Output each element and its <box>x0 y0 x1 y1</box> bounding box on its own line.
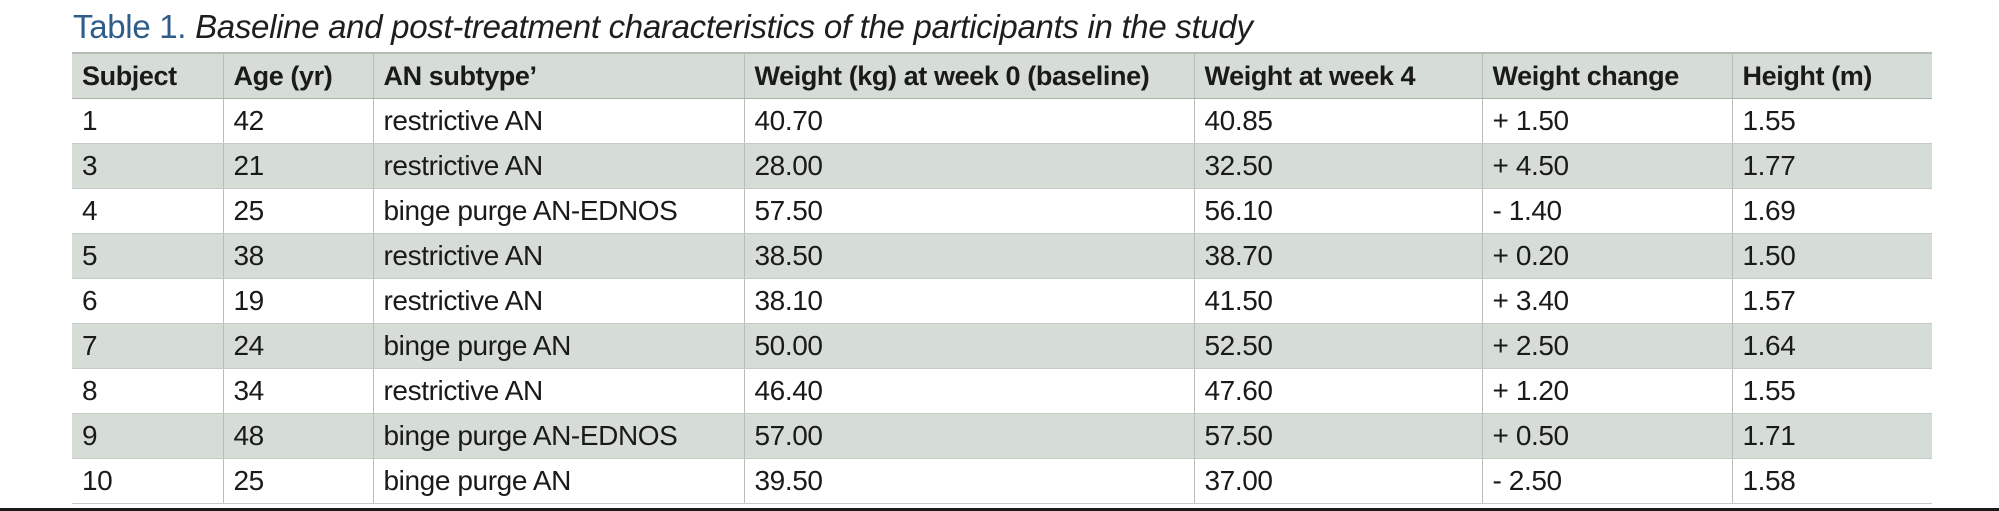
subject-cell: 8 <box>72 368 223 414</box>
an-subtype-cell: binge purge AN-EDNOS <box>372 413 744 459</box>
weight-week-4-cell: 40.85 <box>1193 98 1482 144</box>
weight-week-4-cell: 57.50 <box>1193 413 1482 459</box>
weight-change-cell: + 0.50 <box>1481 413 1732 459</box>
weight-baseline-cell: 46.40 <box>743 368 1194 414</box>
table-row: 6 19 restrictive AN 38.10 41.50 + 3.40 1.57 <box>72 278 1932 324</box>
weight-week-4-cell: 38.70 <box>1193 233 1482 279</box>
weight-change-cell: + 1.20 <box>1481 368 1732 414</box>
height-cell: 1.57 <box>1731 278 1932 324</box>
age-cell: 48 <box>222 413 373 459</box>
weight-change-cell: + 2.50 <box>1481 323 1732 369</box>
subject-cell: 6 <box>72 278 223 324</box>
weight-baseline-cell: 28.00 <box>743 143 1194 189</box>
column-header-height: Height (m) <box>1731 52 1932 99</box>
column-header-weight-baseline: Weight (kg) at week 0 (baseline) <box>743 52 1194 99</box>
weight-week-4-cell: 56.10 <box>1193 188 1482 234</box>
weight-week-4-cell: 32.50 <box>1193 143 1482 189</box>
age-cell: 21 <box>222 143 373 189</box>
table-row: 7 24 binge purge AN 50.00 52.50 + 2.50 1.64 <box>72 323 1932 369</box>
weight-week-4-cell: 52.50 <box>1193 323 1482 369</box>
column-header-subject: Subject <box>72 52 223 99</box>
age-cell: 19 <box>222 278 373 324</box>
height-cell: 1.55 <box>1731 98 1932 144</box>
table-header: Subject Age (yr) AN subtype’ Weight (kg)… <box>72 52 1932 99</box>
weight-change-cell: - 2.50 <box>1481 458 1732 504</box>
an-subtype-cell: restrictive AN <box>372 143 744 189</box>
weight-baseline-cell: 40.70 <box>743 98 1194 144</box>
height-cell: 1.50 <box>1731 233 1932 279</box>
age-cell: 25 <box>222 188 373 234</box>
characteristics-table: Subject Age (yr) AN subtype’ Weight (kg)… <box>72 52 1932 504</box>
height-cell: 1.71 <box>1731 413 1932 459</box>
weight-baseline-cell: 57.50 <box>743 188 1194 234</box>
weight-baseline-cell: 57.00 <box>743 413 1194 459</box>
subject-cell: 3 <box>72 143 223 189</box>
header-row: Subject Age (yr) AN subtype’ Weight (kg)… <box>72 52 1932 99</box>
age-cell: 42 <box>222 98 373 144</box>
weight-change-cell: + 1.50 <box>1481 98 1732 144</box>
weight-week-4-cell: 41.50 <box>1193 278 1482 324</box>
subject-cell: 4 <box>72 188 223 234</box>
table-row: 5 38 restrictive AN 38.50 38.70 + 0.20 1.50 <box>72 233 1932 279</box>
column-header-an-subtype: AN subtype’ <box>372 52 744 99</box>
column-header-age: Age (yr) <box>222 52 373 99</box>
subject-cell: 1 <box>72 98 223 144</box>
weight-baseline-cell: 38.10 <box>743 278 1194 324</box>
table-row: 9 48 binge purge AN-EDNOS 57.00 57.50 + 0.50 1… <box>72 413 1932 459</box>
weight-baseline-cell: 50.00 <box>743 323 1194 369</box>
age-cell: 34 <box>222 368 373 414</box>
weight-week-4-cell: 47.60 <box>1193 368 1482 414</box>
age-cell: 24 <box>222 323 373 369</box>
an-subtype-cell: restrictive AN <box>372 233 744 279</box>
height-cell: 1.55 <box>1731 368 1932 414</box>
an-subtype-cell: restrictive AN <box>372 278 744 324</box>
height-cell: 1.69 <box>1731 188 1932 234</box>
an-subtype-cell: binge purge AN-EDNOS <box>372 188 744 234</box>
table-caption-label: Table 1. <box>73 8 187 45</box>
table-row: 4 25 binge purge AN-EDNOS 57.50 56.10- 1.40 1… <box>72 188 1932 234</box>
table-row: 8 34 restrictive AN 46.40 47.60 + 1.20 1.55 <box>72 368 1932 414</box>
weight-change-cell: - 1.40 <box>1481 188 1732 234</box>
an-subtype-cell: restrictive AN <box>372 368 744 414</box>
height-cell: 1.58 <box>1731 458 1932 504</box>
subject-cell: 10 <box>72 458 223 504</box>
table-row: 3 21 restrictive AN 28.00 32.50 + 4.50 1.77 <box>72 143 1932 189</box>
age-cell: 25 <box>222 458 373 504</box>
table-caption: Table 1. Baseline and post-treatment cha… <box>73 4 1253 50</box>
subject-cell: 7 <box>72 323 223 369</box>
weight-change-cell: + 0.20 <box>1481 233 1732 279</box>
table-row: 10 25 binge purge AN 39.50 37.00- 2.50 1.58 <box>72 458 1932 504</box>
height-cell: 1.77 <box>1731 143 1932 189</box>
weight-week-4-cell: 37.00 <box>1193 458 1482 504</box>
height-cell: 1.64 <box>1731 323 1932 369</box>
column-header-weight-week-4: Weight at week 4 <box>1193 52 1482 99</box>
weight-change-cell: + 4.50 <box>1481 143 1732 189</box>
weight-baseline-cell: 39.50 <box>743 458 1194 504</box>
age-cell: 38 <box>222 233 373 279</box>
subject-cell: 9 <box>72 413 223 459</box>
an-subtype-cell: binge purge AN <box>372 323 744 369</box>
table-caption-text: Baseline and post-treatment characterist… <box>195 8 1253 45</box>
table-body: 1 42 restrictive AN 40.70 40.85 + 1.50 1.55 3 21… <box>72 98 1932 504</box>
an-subtype-cell: restrictive AN <box>372 98 744 144</box>
an-subtype-cell: binge purge AN <box>372 458 744 504</box>
table-row: 1 42 restrictive AN 40.70 40.85 + 1.50 1.55 <box>72 98 1932 144</box>
bottom-rule <box>0 508 1999 511</box>
weight-change-cell: + 3.40 <box>1481 278 1732 324</box>
weight-baseline-cell: 38.50 <box>743 233 1194 279</box>
column-header-weight-change: Weight change <box>1481 52 1732 99</box>
subject-cell: 5 <box>72 233 223 279</box>
